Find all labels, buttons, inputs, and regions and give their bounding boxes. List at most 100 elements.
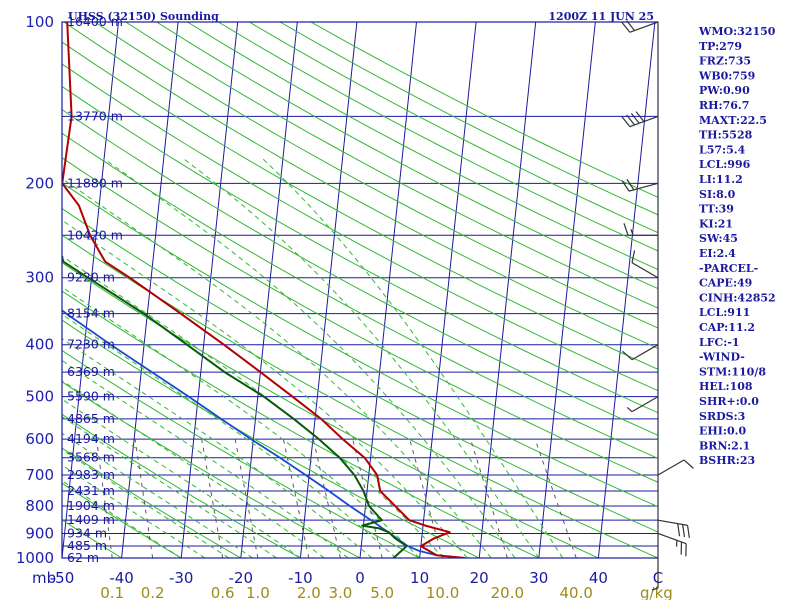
pressure-tick-label: 800 xyxy=(25,497,54,515)
height-label: 8154 m xyxy=(67,306,115,321)
temperature-tick-label: -30 xyxy=(169,569,194,587)
index-entry: LCL:996 xyxy=(699,158,751,171)
barb-flag xyxy=(635,111,645,122)
height-label: 1409 m xyxy=(67,512,115,527)
mixing-ratio-line xyxy=(201,439,224,558)
dry-adiabat-line xyxy=(62,262,600,558)
pressure-tick-label: 900 xyxy=(25,524,54,542)
dewpoint-profile-line xyxy=(62,253,408,558)
temperature-tick-label: -10 xyxy=(288,569,313,587)
temperature-tick-label: 0 xyxy=(355,569,365,587)
temperature-tick-label: -20 xyxy=(229,569,254,587)
barb-flag xyxy=(682,524,686,538)
dry-adiabat-line xyxy=(62,482,183,558)
temperature-tick-label: 30 xyxy=(529,569,548,587)
wind-barb xyxy=(623,223,658,236)
height-label: 13770 m xyxy=(67,108,123,123)
dry-adiabat-line xyxy=(156,22,658,290)
moist-adiabat-line xyxy=(262,158,564,558)
temperature-tick-label: 10 xyxy=(410,569,429,587)
index-entry: TH:5528 xyxy=(699,129,753,142)
barb-flag xyxy=(683,459,694,469)
wind-barb xyxy=(622,344,659,361)
isotherm-line xyxy=(180,22,239,558)
dry-adiabat-line xyxy=(62,108,658,436)
height-label: 9220 m xyxy=(67,270,115,285)
index-entry: WMO:32150 xyxy=(698,25,776,38)
barb-shaft xyxy=(657,459,685,476)
height-label: 2431 m xyxy=(67,483,115,498)
pressure-tick-label: 400 xyxy=(25,336,54,354)
index-entry: CAPE:49 xyxy=(699,277,752,290)
moist-adiabat-line xyxy=(62,480,182,558)
moist-adiabat-line xyxy=(62,177,492,558)
index-entry: RH:76.7 xyxy=(699,99,749,112)
isotherm-line xyxy=(597,22,656,558)
pressure-tick-label: 100 xyxy=(25,13,54,31)
moist-adiabat-line xyxy=(62,219,468,558)
moist-adiabat-line xyxy=(62,379,325,558)
mixing-ratio-line xyxy=(534,438,577,558)
dry-adiabat-line xyxy=(62,41,658,370)
temperature-tick-label: -40 xyxy=(109,569,134,587)
height-label: 7230 m xyxy=(67,337,115,352)
dry-adiabat-line xyxy=(62,132,658,460)
height-label: 1904 m xyxy=(67,498,115,513)
index-entry: MAXT:22.5 xyxy=(699,114,767,127)
isotherm-line xyxy=(359,22,417,558)
height-label: 62 m xyxy=(67,550,99,565)
index-entry: SW:45 xyxy=(699,232,738,245)
temperature-profile-line xyxy=(62,22,465,558)
pressure-tick-label: 500 xyxy=(25,388,54,406)
index-entry: BSHR:23 xyxy=(699,454,755,467)
pressure-tick-label: 1000 xyxy=(16,549,54,567)
moist-adiabat-line xyxy=(62,286,420,558)
mixing-ratio-tick-label: 2.0 xyxy=(297,584,321,600)
height-label: 934 m xyxy=(67,525,107,540)
index-entry: TT:39 xyxy=(699,203,734,216)
mixing-ratio-tick-label: 10.0 xyxy=(426,584,459,600)
index-entry: SHR+:0.0 xyxy=(699,395,759,408)
wind-barb xyxy=(651,558,659,591)
mixing-ratio-line xyxy=(134,439,154,558)
mixing-ratio-tick-label: 1.0 xyxy=(246,584,270,600)
height-label: 4865 m xyxy=(67,411,115,426)
index-entry: LI:11.2 xyxy=(699,173,743,186)
index-entry: HEL:108 xyxy=(699,380,753,393)
wind-barb xyxy=(621,111,659,128)
mixing-ratio-tick-label: 20.0 xyxy=(491,584,524,600)
index-entry: KI:21 xyxy=(699,217,733,230)
mixing-ratio-tick-label: 3.0 xyxy=(328,584,352,600)
dry-adiabat-line xyxy=(62,234,658,558)
dry-adiabat-line xyxy=(187,22,658,271)
mixing-ratio-line xyxy=(470,438,508,558)
index-entry: FRZ:735 xyxy=(699,55,751,68)
temperature-tick-label: -50 xyxy=(50,569,75,587)
barb-half-flag xyxy=(626,407,633,413)
wind-barb xyxy=(657,532,687,557)
height-label: 16400 m xyxy=(67,14,123,29)
barb-half-flag xyxy=(630,229,634,236)
barb-flag xyxy=(621,180,630,192)
index-entry: EI:2.4 xyxy=(699,247,736,260)
dry-adiabat-line xyxy=(62,85,658,414)
wind-barb xyxy=(621,20,659,33)
moist-adiabat-line xyxy=(183,158,540,558)
pressure-axis-labels: 100 200 300 400 500 600 700 800 900 1000 xyxy=(16,13,54,567)
isotherm-line xyxy=(240,22,298,558)
pressure-tick-label: 300 xyxy=(25,269,54,287)
temperature-tick-label: 40 xyxy=(589,569,608,587)
moist-adiabat-line xyxy=(62,398,301,558)
pressure-tick-label: 200 xyxy=(25,174,54,192)
barb-flag xyxy=(677,523,681,537)
dry-adiabat-line xyxy=(62,157,658,483)
mixing-ratio-line xyxy=(312,438,341,558)
pressure-unit-label: mb xyxy=(32,569,56,587)
height-label: 3568 m xyxy=(67,450,115,465)
mixing-ratio-axis-labels: 0.1 0.2 0.6 1.0 2.0 3.0 5.0 10.0 20.0 40.0 xyxy=(100,584,593,600)
mixing-ratio-line xyxy=(234,438,259,558)
index-entry: -PARCEL- xyxy=(699,262,758,275)
moist-adiabat-line xyxy=(62,337,373,558)
isotherm-line xyxy=(538,22,596,558)
